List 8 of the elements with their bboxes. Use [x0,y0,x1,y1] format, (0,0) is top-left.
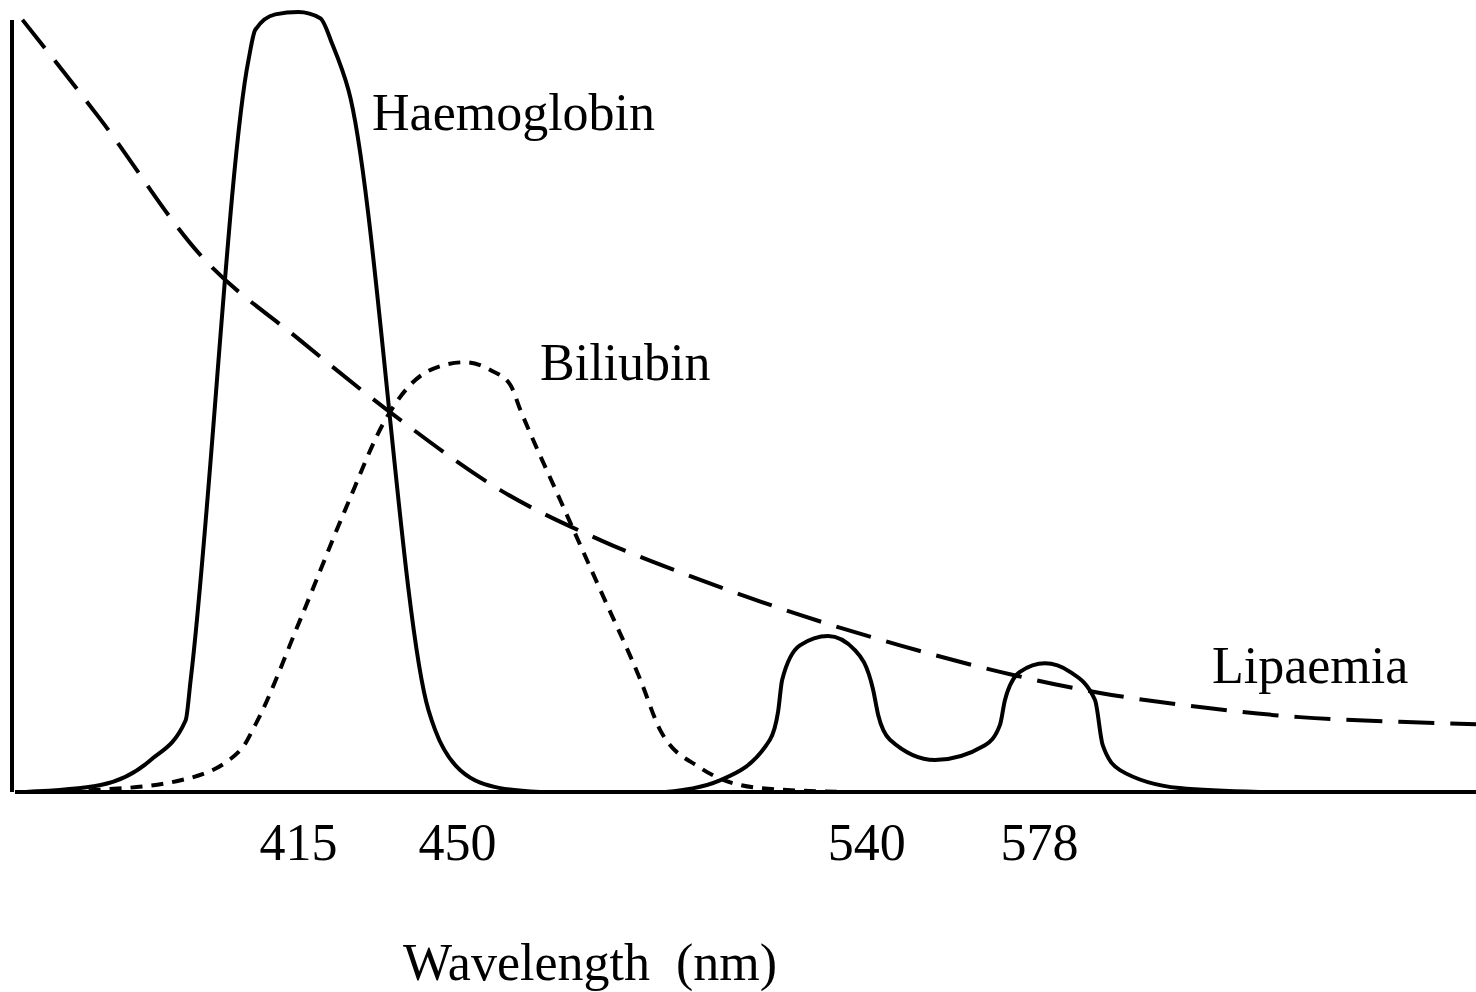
x-axis-title: Wavelength (nm) [402,934,778,992]
x-tick-label: 450 [418,814,497,871]
x-tick-label: 540 [827,814,906,871]
x-tick-label: 415 [259,814,338,871]
x-tick-label: 578 [1000,814,1079,871]
series-label: Biliubin [540,334,711,391]
series-label: Lipaemia [1212,637,1409,694]
series-label: Haemoglobin [372,84,656,141]
